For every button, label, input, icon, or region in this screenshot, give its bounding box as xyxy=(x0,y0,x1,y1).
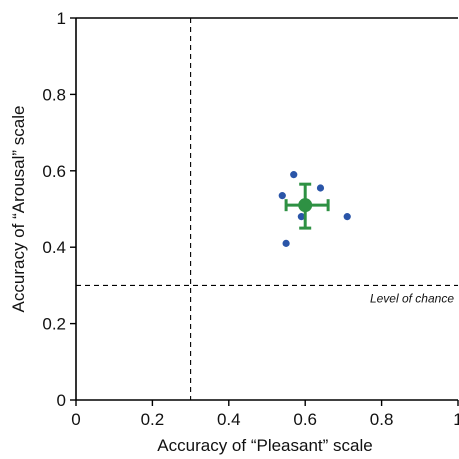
axis-ticks: 0 0.2 0.4 0.6 0.8 1 0 0.2 0.4 0.6 0.8 1 xyxy=(42,9,459,429)
data-point xyxy=(290,171,298,179)
data-point xyxy=(282,239,290,247)
y-axis-title: Accuracy of “Arousal” scale xyxy=(9,106,28,313)
mean-point xyxy=(298,198,313,213)
x-tick-label: 0.8 xyxy=(370,410,394,429)
x-tick-label: 0.2 xyxy=(141,410,165,429)
x-tick-label: 1 xyxy=(453,410,459,429)
x-axis-title: Accuracy of “Pleasant” scale xyxy=(157,436,372,455)
y-tick-label: 0 xyxy=(57,391,66,410)
y-tick-label: 0.8 xyxy=(42,85,66,104)
data-point xyxy=(343,213,351,221)
data-point xyxy=(297,213,305,221)
y-tick-label: 1 xyxy=(57,9,66,28)
x-tick-label: 0.4 xyxy=(217,410,241,429)
x-tick-label: 0.6 xyxy=(293,410,317,429)
chance-lines: Level of chance xyxy=(76,18,458,400)
chance-label: Level of chance xyxy=(370,291,454,305)
data-point xyxy=(316,184,325,192)
data-point xyxy=(278,192,286,200)
y-tick-label: 0.4 xyxy=(42,238,66,257)
data-marks xyxy=(278,171,351,247)
y-tick-label: 0.2 xyxy=(42,315,66,334)
x-tick-label: 0 xyxy=(71,410,80,429)
y-tick-label: 0.6 xyxy=(42,162,66,181)
